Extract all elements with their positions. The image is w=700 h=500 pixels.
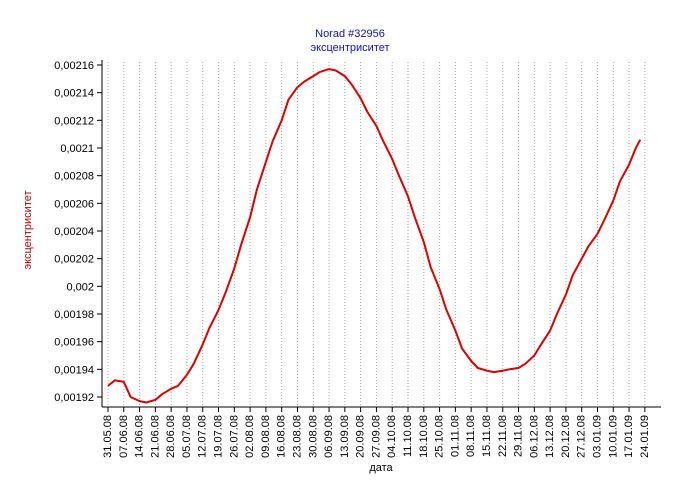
x-tick-label: 15.11.08 [481,415,493,457]
x-tick-label: 22.11.08 [497,415,509,457]
x-tick-label: 07.06.08 [118,415,130,458]
x-tick-label: 06.09.08 [323,415,335,458]
y-tick-label: 0,00192 [54,392,94,404]
x-tick-label: 04.10.08 [386,415,398,458]
chart-title: Norad #32956 [315,28,385,40]
y-tick-label: 0,0021 [60,143,94,155]
x-tick-label: 02.08.08 [244,415,256,458]
x-tick-label: 27.09.08 [370,415,382,458]
x-tick-label: 10.01.09 [607,415,619,458]
y-tick-label: 0,002 [66,281,94,293]
x-tick-label: 01.11.08 [449,415,461,457]
y-tick-label: 0,00196 [54,337,94,349]
y-tick-label: 0,00208 [54,171,94,183]
x-tick-label: 03.01.09 [591,415,603,458]
series-line [107,68,642,404]
x-tick-label: 17.01.09 [623,415,635,458]
x-tick-label: 09.08.08 [260,415,272,458]
y-tick-label: 0,00194 [54,364,94,376]
y-tick-label: 0,00206 [54,198,94,210]
x-tick-label: 06.12.08 [528,415,540,458]
x-tick-label: 29.11.08 [513,415,525,457]
y-tick-label: 0,00202 [54,254,94,266]
y-tick-label: 0,00198 [54,309,94,321]
x-tick-label: 25.10.08 [434,415,446,458]
x-tick-label: 27.12.08 [576,415,588,458]
x-tick-label: 30.08.08 [307,415,319,458]
y-tick-label: 0,00204 [54,226,94,238]
x-tick-label: 23.08.08 [291,415,303,458]
x-tick-label: 28.06.08 [165,415,177,458]
x-tick-label: 13.09.08 [339,415,351,458]
x-tick-label: 24.01.09 [639,415,651,458]
chart-subtitle: эксцентриситет [310,42,390,54]
x-tick-label: 19.07.08 [213,415,225,458]
x-tick-label: 31.05.08 [102,415,114,458]
x-tick-label: 13.12.08 [544,415,556,458]
x-tick-label: 18.10.08 [418,415,430,458]
x-tick-label: 11.10.08 [402,415,414,457]
y-tick-label: 0,00214 [54,88,94,100]
x-tick-label: 08.11.08 [465,415,477,457]
x-tick-label: 20.12.08 [560,415,572,458]
x-axis-label: дата [369,462,393,474]
y-tick-label: 0,00216 [54,60,94,72]
x-tick-label: 20.09.08 [355,415,367,458]
x-tick-label: 16.08.08 [276,415,288,458]
x-tick-label: 21.06.08 [149,415,161,458]
y-tick-label: 0,00212 [54,115,94,127]
x-tick-label: 14.06.08 [134,415,146,458]
x-tick-label: 12.07.08 [197,415,209,458]
x-tick-label: 26.07.08 [228,415,240,458]
x-tick-label: 05.07.08 [181,415,193,458]
